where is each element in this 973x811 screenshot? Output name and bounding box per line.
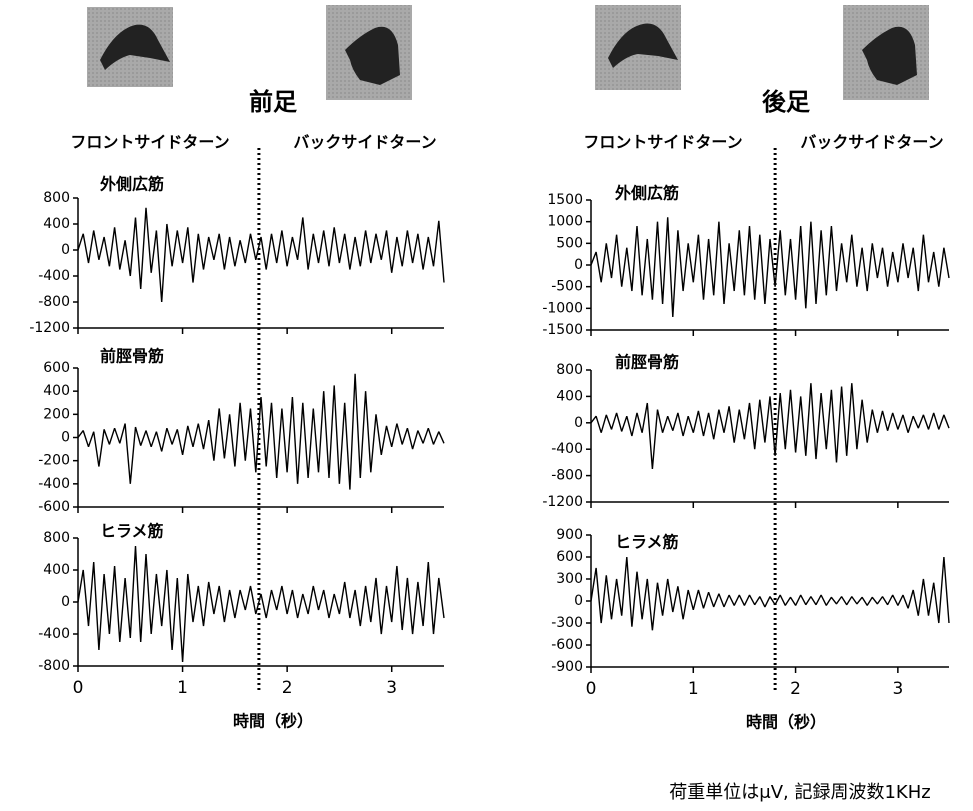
column-title: 後足 [762,88,810,116]
x-axis-label: 時間（秒） [233,712,313,731]
y-tick-label: -200 [38,453,70,469]
y-tick-label: -400 [38,268,70,284]
y-tick-label: 0 [574,415,583,431]
y-tick-label: -1500 [542,322,583,338]
x-axis-label: 時間（秒） [746,713,826,732]
panel-title: ヒラメ筋 [615,533,679,552]
note: 荷重単位はμV, 記録周波数1KHz [669,782,930,803]
y-tick-label: 300 [556,571,583,587]
y-tick-label: 600 [556,549,583,565]
x-tick-label: 2 [790,679,801,699]
x-tick-label: 1 [688,679,699,699]
y-tick-label: 500 [556,235,583,251]
y-tick-label: 800 [43,530,70,546]
photo [843,5,929,100]
y-tick-label: -400 [38,476,70,492]
photo [326,5,412,100]
phase-label: フロントサイドターン [70,133,229,152]
phase-label: フロントサイドターン [583,133,742,152]
x-tick-label: 3 [892,679,903,699]
figure: 荷重単位はμV, 記録周波数1KHz 前足フロントサイドターン バックサイドターン… [0,0,973,807]
emg-line [78,208,444,302]
emg-line [591,557,949,630]
emg-line [78,374,444,490]
y-tick-label: 1000 [547,214,583,230]
photo [595,5,681,90]
y-tick-label: 400 [43,383,70,399]
y-tick-label: -800 [38,658,70,674]
y-tick-label: 0 [61,594,70,610]
y-tick-label: 400 [556,388,583,404]
y-tick-label: -1200 [542,494,583,510]
y-tick-label: -1000 [542,300,583,316]
y-tick-label: 400 [43,216,70,232]
y-tick-label: 0 [61,430,70,446]
y-tick-label: 0 [574,257,583,273]
y-tick-label: 800 [43,190,70,206]
panel-title: 前脛骨筋 [615,353,679,372]
y-tick-label: -300 [551,615,583,631]
y-tick-label: -800 [38,294,70,310]
photo [87,7,173,87]
y-tick-label: -400 [551,441,583,457]
y-tick-label: 1500 [547,192,583,208]
y-tick-label: 400 [43,562,70,578]
panel-title: ヒラメ筋 [100,522,164,541]
y-tick-label: 600 [43,360,70,376]
column-title: 前足 [249,88,297,116]
y-tick-label: -600 [38,499,70,515]
y-tick-label: -1200 [29,320,70,336]
y-tick-label: 800 [556,362,583,378]
x-tick-label: 0 [73,678,84,698]
x-tick-label: 1 [177,678,188,698]
panel-title: 外側広筋 [614,184,679,203]
x-tick-label: 0 [586,679,597,699]
y-tick-label: -900 [551,659,583,675]
phase-label: バックサイドターン [293,133,436,152]
panel-title: 前脛骨筋 [100,347,164,366]
panel-title: 外側広筋 [99,175,164,194]
y-tick-label: -500 [551,279,583,295]
y-tick-label: -400 [38,626,70,642]
y-tick-label: -800 [551,468,583,484]
y-tick-label: -600 [551,637,583,653]
y-tick-label: 0 [61,242,70,258]
emg-line [591,383,949,469]
phase-label: バックサイドターン [800,133,943,152]
y-tick-label: 200 [43,406,70,422]
emg-line [78,546,444,662]
x-tick-label: 2 [282,678,293,698]
y-tick-label: 900 [556,527,583,543]
emg-line [591,217,949,317]
x-tick-label: 3 [386,678,397,698]
y-tick-label: 0 [574,593,583,609]
